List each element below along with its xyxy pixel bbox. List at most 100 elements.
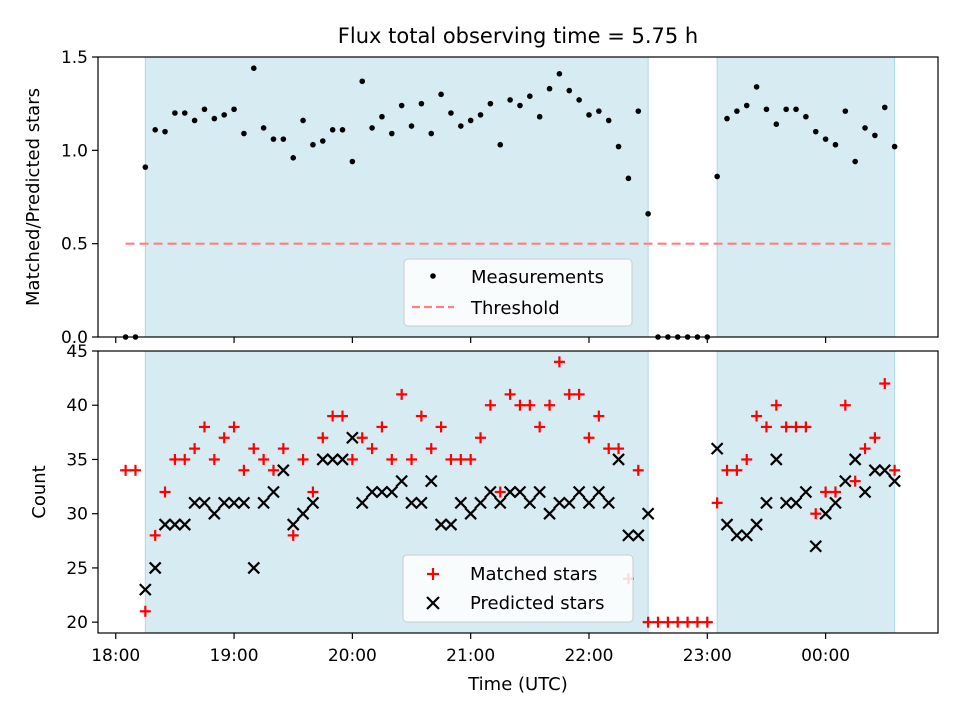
- x-tick-label: 21:00: [446, 646, 495, 666]
- measurement-point: [191, 117, 198, 124]
- x-tick-label: 00:00: [801, 646, 850, 666]
- matched-star-marker: [366, 443, 378, 455]
- predicted-star-marker: [799, 485, 813, 499]
- predicted-star-marker: [346, 431, 359, 445]
- measurement-point: [467, 117, 474, 124]
- predicted-star-marker: [444, 518, 458, 531]
- predicted-star-marker: [415, 496, 428, 510]
- matched-star-marker: [839, 399, 851, 411]
- measurement-point: [635, 108, 642, 114]
- matched-star-marker: [820, 486, 832, 498]
- matched-star-marker: [711, 497, 723, 509]
- matched-star-marker: [869, 432, 881, 444]
- x-tick-label: 22:00: [564, 646, 613, 666]
- predicted-star-marker: [474, 496, 487, 510]
- predicted-star-marker: [720, 518, 734, 531]
- measurement-point: [753, 84, 760, 90]
- measurement-point: [339, 127, 346, 133]
- matched-star-marker: [494, 486, 506, 498]
- predicted-star-marker: [237, 496, 251, 510]
- matched-star-marker: [484, 399, 496, 411]
- measurement-point: [536, 113, 543, 120]
- measurement-point: [812, 128, 819, 135]
- predicted-star-marker: [839, 474, 852, 488]
- matched-star-marker: [238, 464, 250, 476]
- observing-band-1: [716, 56, 896, 338]
- measurement-point: [448, 110, 454, 116]
- predicted-star-marker: [178, 518, 192, 531]
- measurement-point: [596, 108, 602, 114]
- predicted-star-marker: [789, 496, 803, 510]
- predicted-star-marker: [848, 453, 862, 466]
- y-tick-label: 0.0: [61, 328, 88, 348]
- predicted-star-marker: [375, 485, 389, 499]
- predicted-star-marker: [779, 496, 793, 510]
- predicted-star-marker: [572, 485, 586, 499]
- matched-star-marker: [120, 464, 132, 476]
- matched-star-marker: [672, 616, 684, 628]
- x-tick-label: 20:00: [328, 646, 377, 666]
- bottom-x-ticks: 18:00 19:00 20:00 21:00 22:00 23:00 00:00: [91, 633, 850, 666]
- predicted-star-marker: [306, 496, 320, 510]
- predicted-star-marker: [888, 474, 901, 488]
- matched-star-marker: [475, 432, 487, 444]
- matched-star-marker: [731, 464, 743, 476]
- legend-measurements-label: Measurements: [471, 267, 604, 288]
- measurement-point: [497, 141, 504, 148]
- predicted-star-marker: [602, 496, 615, 510]
- measurement-point: [300, 117, 306, 124]
- matched-star-marker: [632, 464, 644, 476]
- matched-star-marker: [603, 443, 615, 455]
- predicted-star-marker: [533, 485, 546, 499]
- y-tick-label: 1.5: [61, 48, 88, 68]
- matched-star-marker: [889, 464, 901, 476]
- y-tick-label: 0.5: [61, 235, 88, 255]
- matched-star-marker: [445, 453, 457, 465]
- measurement-point: [379, 113, 385, 120]
- y-tick-label: 20: [66, 613, 88, 633]
- bottom-axes-frame: [97, 350, 939, 634]
- predicted-star-marker: [829, 496, 842, 510]
- matched-star-marker: [307, 486, 319, 498]
- predicted-star-marker: [217, 496, 231, 510]
- measurement-point: [803, 113, 809, 120]
- predicted-star-marker: [809, 539, 823, 553]
- matched-star-marker: [514, 399, 526, 411]
- measurement-point: [556, 71, 563, 77]
- matched-star-marker: [829, 486, 841, 498]
- chart-title: Flux total observing time = 5.75 h: [338, 24, 698, 48]
- measurement-point: [221, 112, 227, 118]
- matched-star-marker: [583, 432, 595, 444]
- measurement-point: [260, 125, 267, 131]
- measurement-point: [319, 138, 326, 144]
- predicted-star-marker: [464, 507, 477, 520]
- legend-measurement-marker: [430, 273, 436, 279]
- matched-star-marker: [770, 399, 782, 411]
- measurement-point: [349, 158, 356, 165]
- predicted-star-marker: [592, 485, 606, 499]
- measurement-point: [162, 128, 168, 135]
- matched-star-marker: [780, 421, 792, 433]
- matched-star-marker: [179, 453, 191, 465]
- x-tick-label: 19:00: [210, 646, 259, 666]
- matched-star-marker: [642, 616, 654, 628]
- predicted-star-marker: [562, 496, 576, 510]
- top-axes-frame: [97, 56, 939, 338]
- matched-star-marker: [159, 486, 171, 498]
- predicted-star-marker: [257, 496, 270, 510]
- predicted-star-marker: [454, 496, 468, 510]
- matched-star-marker: [751, 410, 763, 422]
- measurement-point: [398, 102, 405, 109]
- measurement-point: [852, 158, 858, 165]
- measurement-point: [527, 93, 533, 99]
- matched-star-marker: [613, 443, 625, 455]
- measurement-point: [310, 141, 316, 148]
- legend-predicted-marker: [426, 596, 440, 610]
- matched-star-marker: [593, 410, 605, 422]
- measurement-point: [369, 125, 375, 131]
- predicted-star-marker: [543, 507, 556, 520]
- matched-star-marker: [189, 443, 201, 455]
- measurement-point: [605, 117, 612, 124]
- x-axis-label: Time (UTC): [467, 674, 568, 695]
